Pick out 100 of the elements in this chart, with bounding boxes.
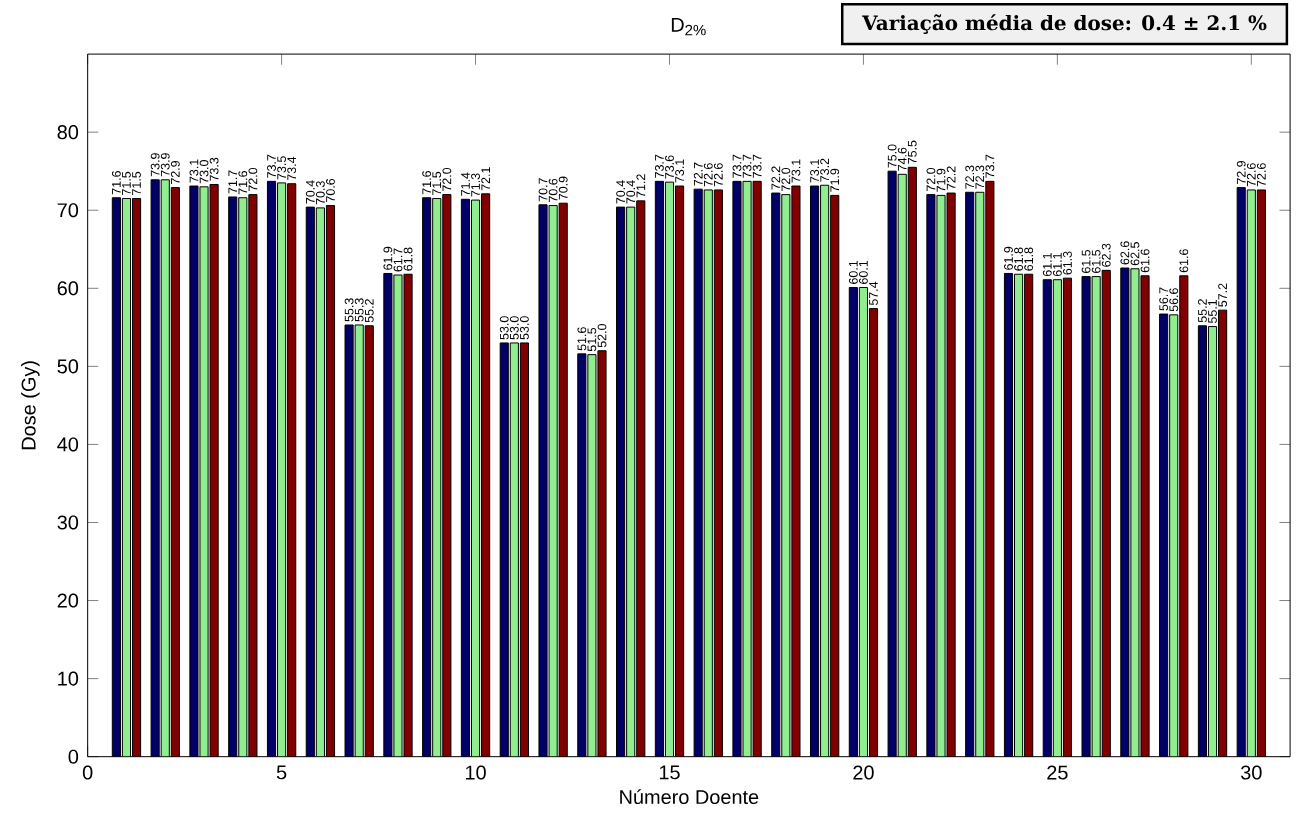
data-label: 72.6 [1256,163,1266,187]
data-label: 73.7 [267,154,276,178]
x-tick-label: 10 [465,765,486,780]
data-label: 73.1 [791,159,801,183]
data-label: 72.6 [713,163,723,187]
data-label: 52.0 [597,324,607,348]
y-tick-label: 40 [57,437,79,452]
data-label: 60.1 [859,261,868,285]
data-label: 71.9 [830,168,840,192]
data-label: 73.5 [277,156,287,180]
y-tick-label: 70 [57,203,79,218]
data-label: 73.0 [199,160,209,184]
data-label: 57.4 [869,281,878,306]
data-label: 53.0 [499,316,509,340]
y-tick-label: 10 [58,671,79,686]
text: Variação média de dose: 0.4 ± 2.1 % [862,14,1267,35]
data-label: 55.3 [354,298,364,322]
data-label: 71.6 [238,171,248,195]
data-label: 70.4 [305,180,315,204]
data-label: 72.6 [703,163,713,187]
data-label: 71.3 [471,173,480,197]
data-label: 72.3 [975,165,985,189]
data-label: 61.9 [1004,246,1013,270]
data-label: 71.6 [422,171,432,195]
data-label: 73.9 [160,153,170,177]
data-label: 72.0 [926,168,936,192]
data-label: 72.1 [481,167,490,191]
data-label: 61.5 [1081,250,1091,274]
x-tick-label: 0 [82,765,93,780]
data-label: 61.1 [1052,253,1062,277]
data-label: 72.3 [965,165,975,189]
y-tick-label: 80 [57,125,79,140]
data-label: 55.2 [1198,299,1207,323]
x-tick-label: 25 [1047,765,1068,780]
data-label: 74.6 [897,147,907,171]
data-label: 71.6 [111,171,121,195]
data-label: 73.2 [820,158,830,182]
data-label: 71.5 [132,171,141,196]
data-label: 73.7 [742,154,752,178]
data-label: 72.0 [781,168,791,192]
data-label: 62.6 [1120,241,1130,265]
data-label: 70.4 [626,180,636,204]
data-label: 55.3 [344,298,354,322]
data-label: 73.1 [675,159,684,183]
data-label: 61.7 [393,248,403,272]
data-label: 56.7 [1159,287,1169,311]
data-label: 53.0 [509,316,519,340]
data-label: 73.4 [287,156,297,181]
data-label: 70.9 [558,176,568,200]
y-tick-label: 20 [57,593,79,608]
y-axis-title: Dose (Gy) [21,361,40,450]
data-label: 73.7 [654,154,664,178]
data-label: 60.1 [848,261,858,285]
data-label: 72.6 [1246,163,1256,187]
data-label: 61.6 [1179,249,1189,273]
data-label: 73.1 [810,159,819,183]
x-tick-label: 20 [853,765,874,780]
data-label: 72.9 [1236,161,1246,185]
data-label: 72.2 [946,166,956,190]
data-label: 73.9 [150,153,160,177]
data-label: 51.6 [577,327,587,351]
data-label: 71.5 [122,171,131,196]
data-label: 61.8 [403,247,413,271]
data-label: 73.7 [732,154,742,178]
data-label: 62.5 [1130,242,1140,266]
data-label: 72.0 [248,168,258,192]
data-label: 53.0 [520,316,529,340]
data-label: 71.9 [936,168,946,192]
y-tick-label: 60 [57,281,79,296]
data-label: 61.6 [1140,249,1150,273]
data-label: 62.3 [1101,243,1111,267]
chart-title: D$_{2%}$ [671,18,706,36]
y-tick-label: 0 [68,749,79,764]
data-label: 55.1 [1208,300,1217,324]
data-label: 51.5 [587,328,597,352]
data-label: 70.6 [548,179,558,203]
data-label: 55.2 [364,299,374,323]
x-axis-title: Número Doente [620,789,759,805]
x-tick-label: 30 [1240,765,1262,780]
data-label: 57.2 [1218,283,1228,307]
data-label: 71.4 [461,172,470,196]
data-label: 71.7 [228,170,238,194]
data-label: 71.2 [636,174,646,198]
data-label: 73.6 [665,155,674,179]
x-tick-label: 15 [659,765,680,780]
data-label: 70.3 [315,181,325,205]
data-label: 61.3 [1063,251,1072,275]
y-tick-label: 30 [57,515,79,530]
data-label: 70.6 [326,179,335,203]
data-label: 72.9 [170,161,180,185]
data-label: 70.4 [616,180,626,204]
data-label: 73.7 [752,154,762,178]
data-label: 70.7 [538,178,548,202]
data-label: 56.6 [1169,288,1179,312]
data-label: 73.3 [209,157,219,181]
data-label: 75.5 [907,140,917,164]
data-label: 61.9 [383,246,393,270]
data-label: 73.1 [189,159,199,183]
data-label: 61.8 [1014,247,1023,271]
x-tick-label: 5 [276,765,287,780]
